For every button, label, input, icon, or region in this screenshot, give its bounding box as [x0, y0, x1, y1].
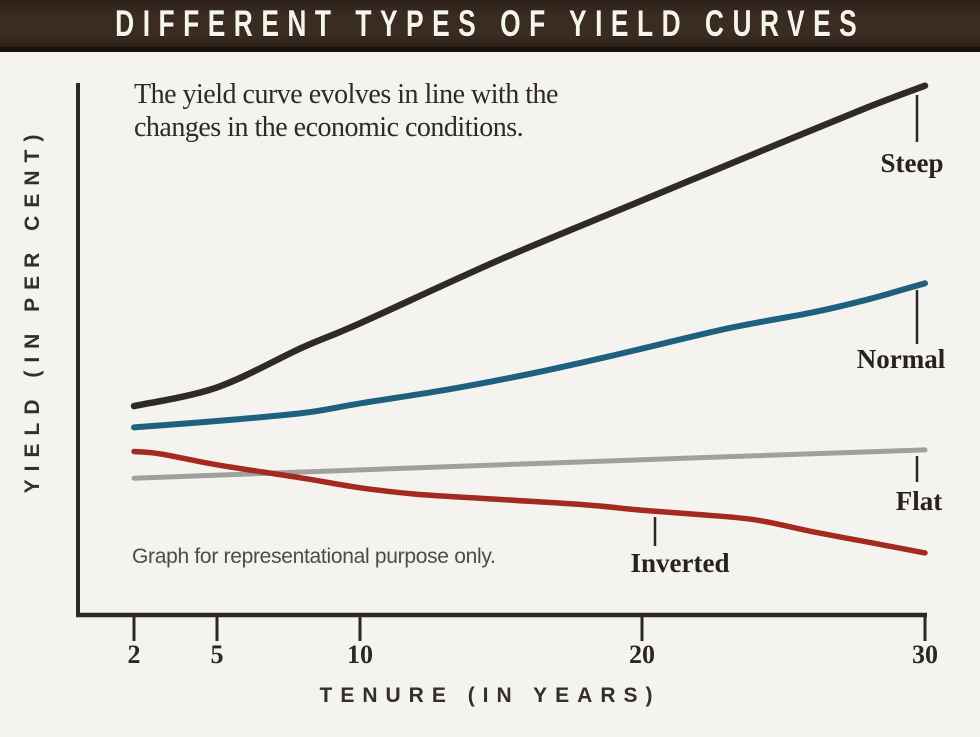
footnote: Graph for representational purpose only. [132, 545, 496, 568]
curve-normal [131, 280, 928, 431]
x-axis-title: TENURE (IN YEARS) [319, 684, 661, 707]
x-tick-label-2: 2 [127, 640, 141, 669]
chart-annotation-line2: changes in the economic conditions. [134, 112, 524, 143]
x-tick-label-20: 20 [629, 640, 655, 669]
x-tick-label-30: 30 [912, 640, 938, 669]
chart-annotation: The yield curve evolves in line with the… [134, 78, 558, 144]
axes [76, 83, 927, 641]
curves [130, 82, 929, 556]
x-tick-label-10: 10 [347, 640, 373, 669]
title-bar: DIFFERENT TYPES OF YIELD CURVES [0, 0, 980, 52]
curve-flat [131, 447, 928, 481]
x-tick-label-5: 5 [210, 640, 224, 669]
callout-leader-lines [653, 95, 919, 546]
y-axis-title: YIELD (IN PER CENT) [21, 126, 44, 494]
page-title: DIFFERENT TYPES OF YIELD CURVES [114, 1, 866, 44]
curve-inverted [131, 448, 928, 556]
flat-curve-label: Flat [895, 486, 943, 516]
x-axis-ticks [132, 615, 927, 641]
chart-annotation-line1: The yield curve evolves in line with the [134, 79, 558, 110]
steep-curve-label: Steep [880, 148, 944, 178]
normal-curve-label: Normal [856, 344, 946, 374]
inverted-curve-label: Inverted [630, 548, 730, 578]
curve-steep [130, 82, 929, 410]
